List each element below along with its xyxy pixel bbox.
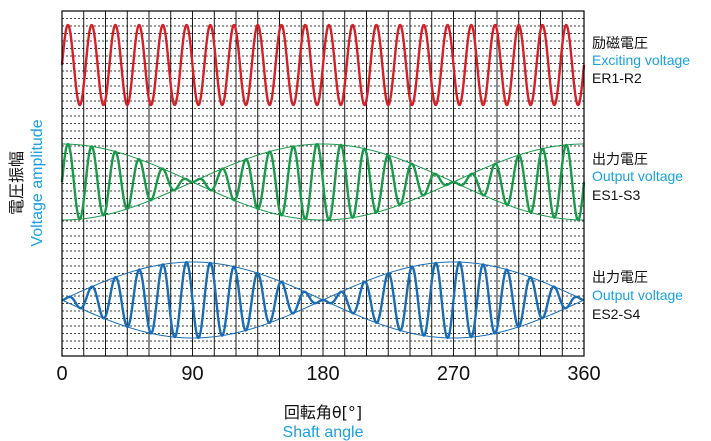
x-ticks: 0 90 180 270 360 <box>56 363 600 385</box>
legend-output-2: 出力電圧 Output voltage ES2-S4 <box>592 270 683 322</box>
legend-output-1-en: Output voltage <box>592 168 683 184</box>
legend-exciting-id: ER1-R2 <box>592 70 642 86</box>
grid-major <box>83 11 563 356</box>
series-line-es1-s3 <box>60 142 586 222</box>
legend-exciting: 励磁電圧 Exciting voltage ER1-R2 <box>592 36 690 86</box>
y-axis-label-jp: 電圧振幅 <box>7 151 26 215</box>
x-tick-label: 90 <box>181 363 203 385</box>
legend-output-1-jp: 出力電圧 <box>592 152 648 168</box>
x-axis-label-en: Shaft angle <box>283 424 364 441</box>
x-tick-label: 180 <box>306 363 339 385</box>
series-lines <box>60 23 586 340</box>
y-axis-label-en: Voltage amplitude <box>29 119 46 246</box>
legend-exciting-jp: 励磁電圧 <box>592 36 648 52</box>
x-tick-label: 270 <box>437 363 470 385</box>
legend-output-2-jp: 出力電圧 <box>592 270 648 286</box>
plot-frame <box>61 10 585 357</box>
legend-exciting-en: Exciting voltage <box>592 52 690 68</box>
series-line-er1-r2 <box>60 23 586 107</box>
envelope-es1-s3 <box>61 143 585 221</box>
legend-output-1-id: ES1-S3 <box>592 187 640 203</box>
x-tick-label: 360 <box>567 363 600 385</box>
legend-output-2-en: Output voltage <box>592 287 683 303</box>
legend-output-1: 出力電圧 Output voltage ES1-S3 <box>592 152 683 203</box>
x-axis-label-jp: 回転角θ[°] <box>284 403 362 422</box>
envelope-es1-s3 <box>61 143 585 221</box>
legend-output-2-id: ES2-S4 <box>592 306 640 322</box>
series-line-es2-s4 <box>61 260 585 340</box>
x-tick-label: 0 <box>56 363 67 385</box>
